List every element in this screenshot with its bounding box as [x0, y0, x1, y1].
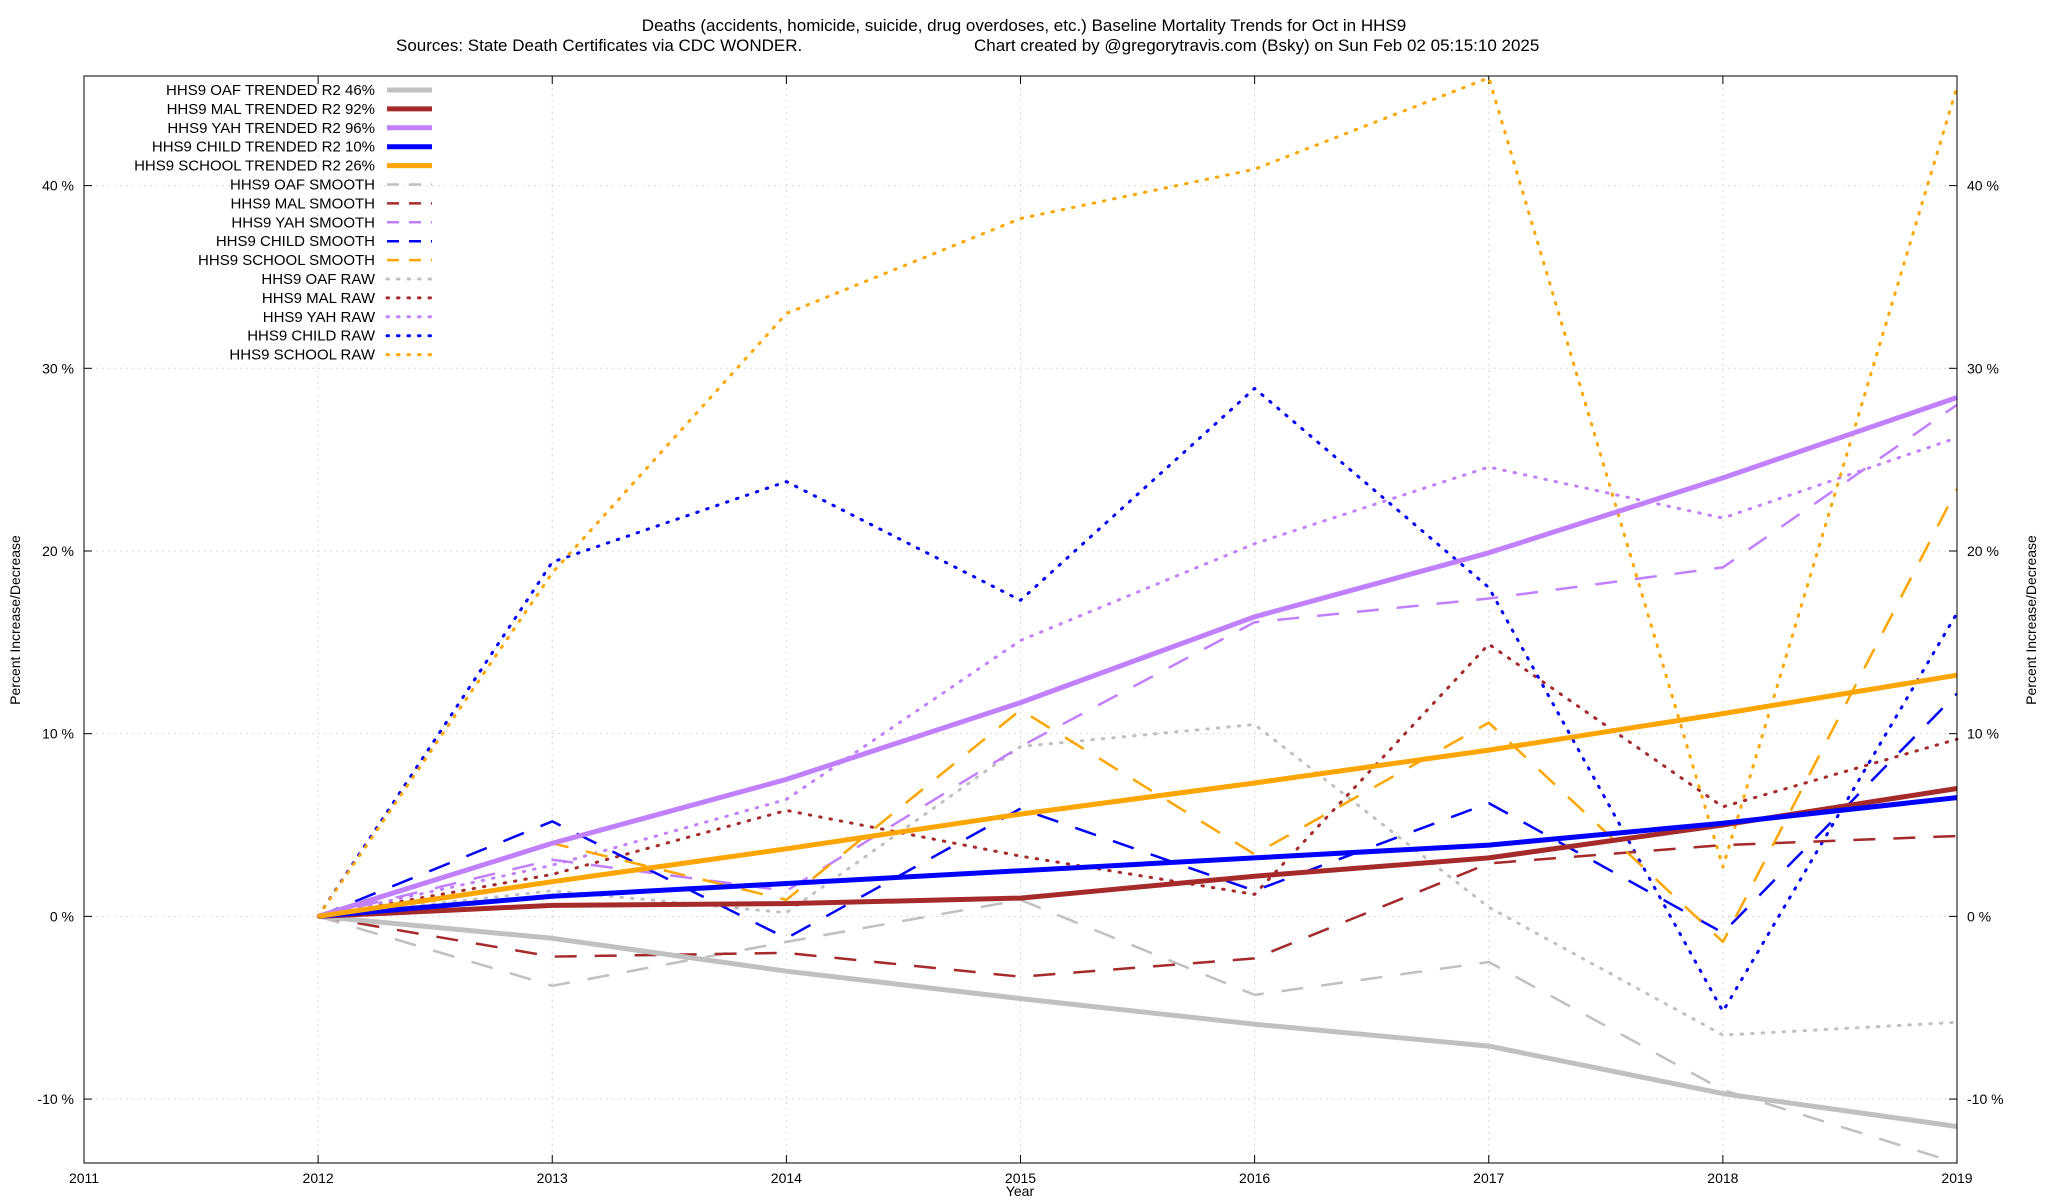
chart-subtitle-left: Sources: State Death Certificates via CD… — [396, 36, 802, 55]
chart-title: Deaths (accidents, homicide, suicide, dr… — [642, 16, 1406, 35]
x-tick-label: 2019 — [1941, 1170, 1972, 1186]
legend-label: HHS9 MAL RAW — [262, 290, 376, 307]
series-line-13 — [316, 386, 1959, 1013]
y2-tick-label: 10 % — [1967, 726, 1999, 742]
series-line-8 — [317, 692, 1958, 940]
y-tick-label: 30 % — [42, 360, 74, 376]
grid-lines — [83, 76, 1958, 1163]
legend-label: HHS9 MAL SMOOTH — [231, 195, 375, 212]
y-tick-label: 0 % — [50, 908, 74, 924]
y2-tick-label: -10 % — [1967, 1091, 2004, 1107]
y2-tick-label: 0 % — [1967, 908, 1991, 924]
legend-label: HHS9 OAF TRENDED R2 46% — [166, 82, 375, 99]
x-tick-label: 2013 — [537, 1170, 568, 1186]
y-axis-label: Percent Increase/Decrease — [7, 535, 23, 705]
legend: HHS9 OAF TRENDED R2 46% HHS9 MAL TRENDED … — [134, 82, 434, 364]
y2-tick-label: 20 % — [1967, 543, 1999, 559]
legend-label: HHS9 YAH RAW — [263, 309, 376, 326]
y2-tick-label: 30 % — [1967, 360, 1999, 376]
legend-label: HHS9 SCHOOL SMOOTH — [198, 252, 375, 269]
legend-label: HHS9 SCHOOL TRENDED R2 26% — [134, 158, 375, 175]
legend-label: HHS9 CHILD RAW — [247, 328, 376, 345]
chart-subtitle-right: Chart created by @gregorytravis.com (Bsk… — [974, 36, 1539, 55]
legend-label: HHS9 OAF RAW — [261, 271, 375, 288]
series-line-3 — [317, 795, 1958, 919]
legend-label: HHS9 YAH SMOOTH — [231, 214, 375, 231]
y2-axis-label: Percent Increase/Decrease — [2023, 535, 2039, 705]
legend-label: HHS9 CHILD TRENDED R2 10% — [152, 139, 375, 156]
y-tick-label: 20 % — [42, 543, 74, 559]
x-tick-label: 2012 — [303, 1170, 334, 1186]
plot-series — [316, 76, 1959, 1165]
series-line-1 — [317, 786, 1958, 919]
plot-frame — [83, 75, 1958, 1164]
legend-label: HHS9 OAF SMOOTH — [230, 177, 375, 194]
x-tick-label: 2018 — [1707, 1170, 1738, 1186]
y2-tick-label: 40 % — [1967, 178, 1999, 194]
legend-label: HHS9 MAL TRENDED R2 92% — [167, 101, 375, 118]
x-tick-label: 2011 — [69, 1170, 99, 1186]
legend-label: HHS9 YAH TRENDED R2 96% — [167, 120, 375, 137]
series-line-12 — [316, 436, 1959, 918]
series-line-7 — [317, 403, 1958, 918]
y-tick-label: 10 % — [42, 726, 74, 742]
x-tick-label: 2014 — [771, 1170, 802, 1186]
y-tick-label: 40 % — [42, 178, 74, 194]
legend-label: HHS9 SCHOOL RAW — [229, 347, 375, 364]
x-tick-label: 2016 — [1239, 1170, 1270, 1186]
series-line-0 — [317, 913, 1958, 1129]
series-line-14 — [316, 76, 1959, 918]
x-tick-label: 2015 — [1005, 1170, 1036, 1186]
series-line-5 — [317, 898, 1958, 1165]
x-axis-label: Year — [1006, 1183, 1035, 1199]
axis-ticks: 2011 2012 2013 2014 2015 2016 2017 2018 2019 -10 … — [37, 76, 2004, 1186]
legend-label: HHS9 CHILD SMOOTH — [216, 233, 375, 250]
y-tick-label: -10 % — [37, 1091, 74, 1107]
series-line-2 — [317, 395, 1958, 919]
x-tick-label: 2017 — [1473, 1170, 1504, 1186]
series-line-4 — [317, 672, 1958, 919]
series-line-9 — [317, 488, 1959, 944]
